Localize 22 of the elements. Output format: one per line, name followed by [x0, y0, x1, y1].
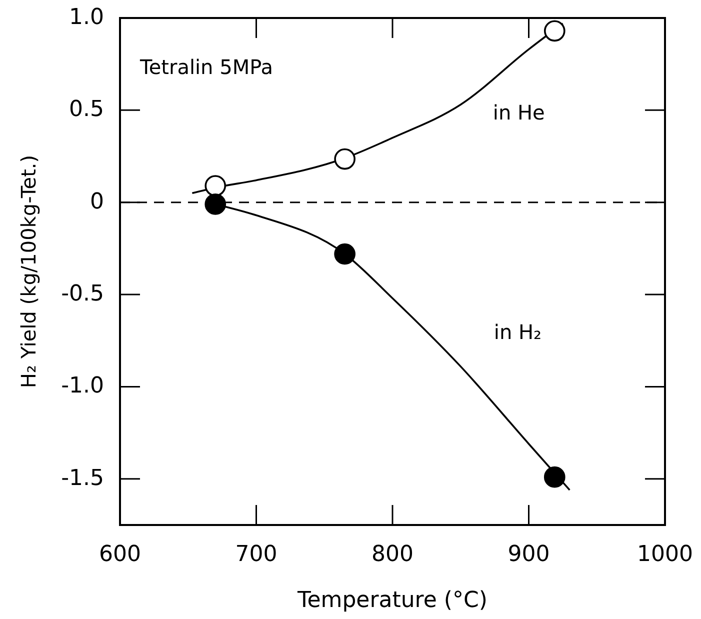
point: [544, 20, 566, 42]
y-tick-label: -0.5: [61, 282, 104, 307]
point: [334, 148, 356, 170]
x-axis-title: Temperature (°C): [296, 588, 488, 613]
x-tick-label: 600: [99, 542, 141, 567]
point: [204, 175, 226, 196]
series-label: in H₂: [494, 320, 542, 344]
y-tick-label: -1.5: [61, 466, 104, 491]
y-tick-label: -1.0: [61, 374, 104, 399]
series-label: in He: [492, 100, 545, 124]
point: [544, 466, 566, 488]
y-tick-label: 1.0: [69, 5, 104, 30]
point: [334, 243, 356, 265]
y-axis-title: H₂ Yield (kg/100kg-Tet.): [16, 154, 40, 388]
x-tick-label: 1000: [637, 542, 693, 567]
y-tick-label: 0: [90, 189, 104, 214]
x-tick-label: 700: [235, 542, 278, 567]
x-tick-label: 800: [372, 542, 414, 567]
x-tick-label: 900: [508, 542, 550, 567]
point: [204, 194, 226, 215]
annotation: Tetralin 5MPa: [139, 55, 273, 79]
y-tick-label: 0.5: [69, 97, 104, 122]
